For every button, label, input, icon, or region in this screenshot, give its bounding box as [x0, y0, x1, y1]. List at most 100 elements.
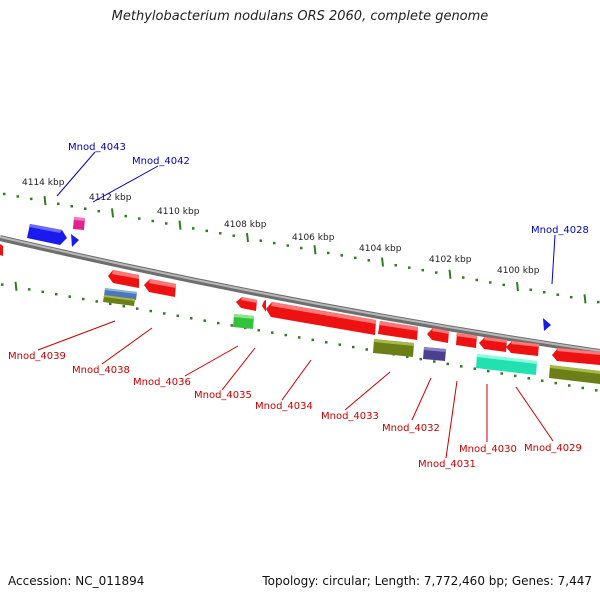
tick-minor [257, 329, 260, 332]
gene-olive-right[interactable] [549, 365, 600, 384]
gene-label-mnod-4036[interactable]: Mnod_4036 [133, 377, 191, 388]
tick-minor [70, 205, 73, 208]
tick-minor [149, 309, 152, 313]
tick-minor [365, 348, 368, 351]
gene-mnod-4030[interactable] [476, 354, 537, 375]
gene-mnod-4034[interactable] [266, 302, 376, 335]
gene-red-3[interactable] [378, 321, 418, 340]
gene-label-mnod-4042[interactable]: Mnod_4042 [132, 156, 190, 167]
gene-label-mnod-4032[interactable]: Mnod_4032 [382, 423, 440, 434]
gene-label-mnod-4031[interactable]: Mnod_4031 [418, 459, 476, 470]
gene-red-1[interactable] [108, 270, 139, 288]
gene-red-4[interactable] [427, 328, 449, 343]
tick-minor [138, 217, 141, 220]
tick-major [43, 195, 47, 206]
gene-label-mnod-4028[interactable]: Mnod_4028 [531, 225, 589, 236]
tick-minor [300, 246, 303, 250]
gene-mnod-4029[interactable] [552, 348, 600, 365]
gene-label-mnod-4043[interactable]: Mnod_4043 [68, 142, 126, 153]
gene-red-6[interactable] [479, 337, 507, 352]
tick-minor [543, 291, 546, 294]
forward-genes [0, 217, 551, 331]
tick-minor [230, 324, 233, 327]
tick-minor [3, 192, 6, 196]
tick-minor [487, 369, 490, 373]
tick-minor [30, 197, 33, 201]
tick-minor [84, 207, 87, 210]
tick-label: 4106 kbp [292, 233, 335, 243]
gene-label-mnod-4030[interactable]: Mnod_4030 [459, 444, 517, 455]
gene-mnod-4035[interactable] [233, 314, 254, 329]
tick-minor [435, 271, 438, 274]
label-connector [184, 345, 239, 377]
genome-backbone-highlight [0, 236, 600, 352]
gene-label-mnod-4039[interactable]: Mnod_4039 [8, 351, 66, 362]
tick-major [111, 208, 114, 218]
tick-minor [57, 202, 60, 206]
tick-minor [595, 389, 598, 392]
gene-left-edge-fragment[interactable] [0, 244, 3, 256]
tick-minor [597, 300, 600, 304]
tick-minor [311, 338, 314, 342]
tick-minor [163, 312, 166, 315]
tick-minor [124, 214, 127, 218]
gene-mnod-4036[interactable] [236, 297, 257, 311]
tick-minor [176, 314, 179, 318]
gene-red-5[interactable] [456, 333, 477, 348]
tick-major [583, 294, 587, 304]
gene-label-mnod-4038[interactable]: Mnod_4038 [72, 365, 130, 376]
gene-label-mnod-4034[interactable]: Mnod_4034 [255, 401, 313, 412]
tick-minor [232, 234, 235, 237]
tick-minor [28, 288, 31, 291]
tick-label: 4112 kbp [89, 193, 132, 203]
tick-minor [570, 295, 573, 299]
tick-minor [446, 362, 449, 366]
gene-red-2[interactable] [144, 279, 176, 297]
gene-mnod-4042[interactable] [73, 217, 85, 230]
gene-label-mnod-4033[interactable]: Mnod_4033 [321, 411, 379, 422]
gene-red-7[interactable] [506, 341, 539, 356]
page-title: Methylobacterium nodulans ORS 2060, comp… [111, 9, 489, 24]
tick-minor [406, 355, 409, 358]
tick-major [313, 245, 317, 255]
tick-minor [217, 321, 220, 325]
reverse-genes [103, 270, 600, 384]
gene-small-forward-1[interactable] [71, 234, 79, 247]
tick-minor [41, 290, 44, 294]
tick-label: 4114 kbp [22, 178, 65, 188]
tick-track-forward [3, 192, 600, 304]
tick-minor [500, 372, 503, 375]
gene-mnod-4038[interactable] [103, 295, 135, 306]
tick-minor [473, 367, 476, 370]
tick-major [448, 269, 452, 279]
tick-minor [97, 209, 100, 213]
tick-minor [354, 256, 357, 260]
gene-label-mnod-4029[interactable]: Mnod_4029 [524, 443, 582, 454]
gene-mnod-4033[interactable] [373, 339, 414, 357]
tick-major [178, 220, 182, 230]
tick-minor [367, 259, 370, 262]
gene-label-mnod-4035[interactable]: Mnod_4035 [194, 390, 252, 401]
gene-mnod-4028[interactable] [543, 318, 551, 331]
tick-minor [568, 384, 571, 387]
gene-small-red[interactable] [262, 300, 266, 312]
tick-minor [55, 292, 58, 296]
label-connector [344, 371, 391, 411]
tick-minor [556, 293, 559, 296]
label-connector [101, 327, 153, 365]
label-connector [56, 151, 96, 197]
tick-minor [462, 276, 465, 279]
tick-minor [527, 377, 530, 380]
tick-minor [433, 360, 436, 363]
tick-minor [284, 333, 287, 337]
label-connectors [37, 151, 556, 459]
tick-minor [338, 343, 341, 346]
tick-label: 4110 kbp [157, 207, 200, 217]
position-labels: 4114 kbp 4112 kbp 4110 kbp 4108 kbp 4106 kbp… [22, 178, 540, 276]
gene-mnod-4032[interactable] [423, 347, 446, 361]
gene-mnod-4043[interactable] [27, 224, 67, 245]
tick-minor [136, 307, 139, 310]
accession-text: Accession: NC_011894 [8, 574, 145, 588]
